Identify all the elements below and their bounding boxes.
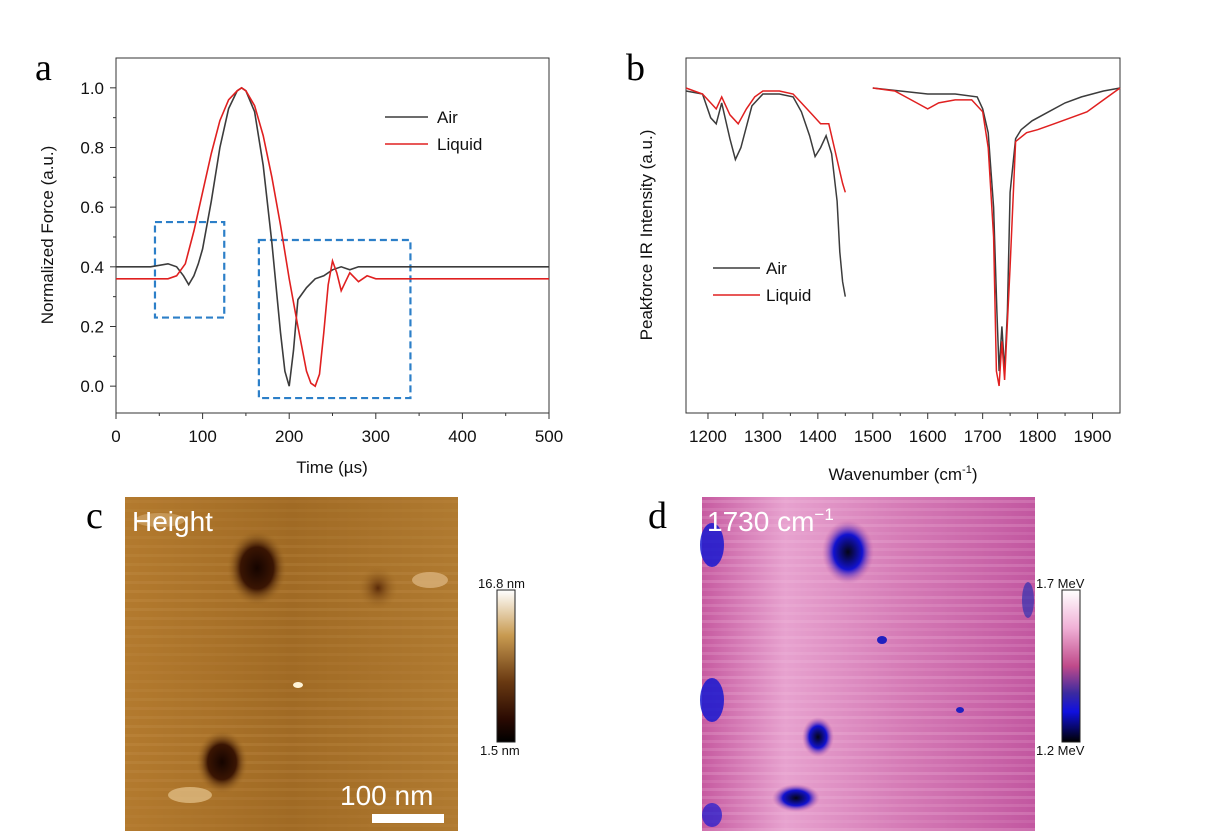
panel-b-legend: Air Liquid — [713, 259, 811, 305]
legend-label-liquid-b: Liquid — [766, 286, 811, 305]
height-map — [125, 497, 458, 831]
x-tick-label: 1200 — [689, 427, 727, 446]
ir-map-title: 1730 cm−1 — [707, 505, 834, 537]
x-tick-label: 1600 — [909, 427, 947, 446]
ir-colorbar-min: 1.2 MeV — [1036, 743, 1085, 758]
series-line-air — [685, 90, 847, 297]
height-colorbar — [496, 589, 516, 743]
height-map-title: Height — [132, 506, 213, 537]
panel-letter-a: a — [35, 47, 52, 89]
panel-a-frame — [115, 57, 550, 414]
series-line-liquid — [872, 87, 1121, 387]
legend-label-air-b: Air — [766, 259, 787, 278]
scalebar — [372, 814, 444, 823]
x-tick-label: 1700 — [964, 427, 1002, 446]
ir-map — [700, 497, 1035, 831]
series-line-air — [872, 87, 1121, 372]
x-tick-label: 300 — [362, 427, 390, 446]
series-line-liquid — [685, 87, 847, 193]
ir-colorbar — [1061, 589, 1081, 743]
panel-letter-c: c — [86, 495, 103, 537]
panel-b-ylabel: Peakforce IR Intensity (a.u.) — [637, 130, 656, 341]
highlight-box — [257, 238, 412, 400]
x-tick-label: 100 — [188, 427, 216, 446]
scalebar-label: 100 nm — [340, 780, 433, 811]
highlight-box — [153, 220, 226, 319]
panel-b-xlabel-sup: -1 — [962, 464, 972, 476]
panel-a-xlabel: Time (µs) — [296, 458, 368, 477]
height-colorbar-min: 1.5 nm — [480, 743, 520, 758]
panel-b-frame — [685, 57, 1121, 414]
legend-label-liquid: Liquid — [437, 135, 482, 154]
ir-map-title-sup: −1 — [814, 505, 833, 524]
y-tick-label: 0.8 — [80, 138, 104, 157]
height-colorbar-max: 16.8 nm — [478, 576, 525, 591]
x-tick-label: 200 — [275, 427, 303, 446]
panel-b-xlabel-main: Wavenumber (cm — [829, 465, 963, 484]
panel-a-legend: Air Liquid — [385, 108, 482, 154]
ir-colorbar-max: 1.7 MeV — [1036, 576, 1085, 591]
panel-letter-b: b — [626, 47, 645, 89]
y-tick-label: 1.0 — [80, 79, 104, 98]
panel-b-plot: 1200 1300 1400 1500 1600 1700 1800 1900 — [685, 57, 1121, 446]
y-tick-label: 0.6 — [80, 198, 104, 217]
series-line-liquid — [116, 86, 549, 388]
x-tick-label: 1900 — [1074, 427, 1112, 446]
panel-a-ylabel: Normalized Force (a.u.) — [38, 146, 57, 325]
y-tick-label: 0.0 — [80, 377, 104, 396]
x-tick-label: 1400 — [799, 427, 837, 446]
ir-map-title-main: 1730 cm — [707, 506, 814, 537]
x-tick-label: 0 — [111, 427, 120, 446]
x-tick-label: 500 — [535, 427, 563, 446]
x-tick-label: 400 — [448, 427, 476, 446]
x-tick-label: 1800 — [1019, 427, 1057, 446]
x-tick-label: 1300 — [744, 427, 782, 446]
panel-a-plot: 0 100 200 300 400 500 0.0 0.2 0.4 0.6 0.8 1.0 — [80, 57, 563, 446]
series-line-air — [116, 86, 549, 387]
panel-letter-d: d — [648, 495, 667, 537]
panel-b-xlabel: Wavenumber (cm-1) — [829, 464, 978, 484]
y-tick-label: 0.4 — [80, 258, 104, 277]
y-tick-label: 0.2 — [80, 317, 104, 336]
legend-label-air: Air — [437, 108, 458, 127]
panel-b-xlabel-end: ) — [972, 465, 978, 484]
x-tick-label: 1500 — [854, 427, 892, 446]
